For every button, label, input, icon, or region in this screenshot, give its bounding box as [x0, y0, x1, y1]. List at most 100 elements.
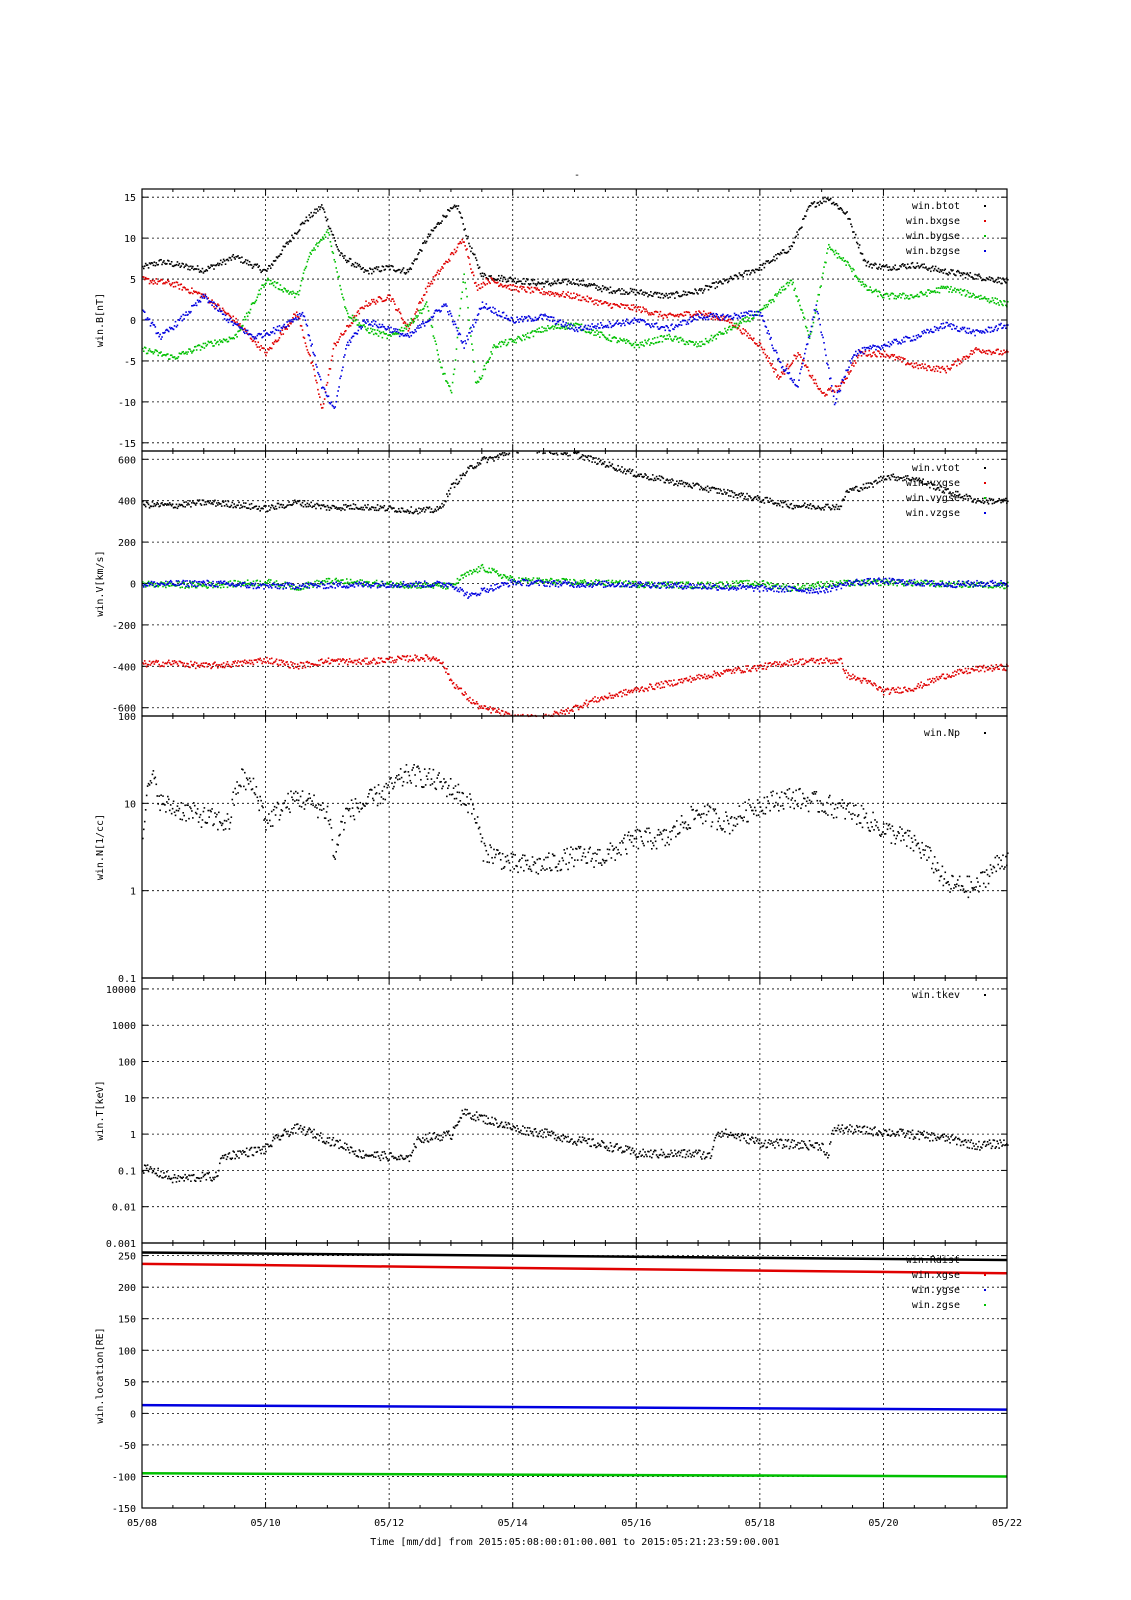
- data-point: [425, 321, 428, 324]
- data-point: [204, 294, 207, 297]
- data-point: [581, 296, 584, 299]
- data-point: [437, 309, 439, 312]
- data-point: [564, 296, 566, 298]
- data-point: [156, 501, 159, 504]
- data-point: [897, 296, 899, 299]
- data-point: [385, 328, 388, 331]
- data-point: [332, 660, 335, 662]
- data-point: [611, 463, 614, 465]
- data-point: [471, 247, 473, 249]
- data-point: [658, 328, 661, 330]
- data-point: [929, 486, 931, 489]
- data-point: [634, 293, 637, 296]
- data-point: [752, 269, 754, 271]
- data-point: [227, 500, 230, 503]
- data-point: [148, 318, 151, 320]
- data-point: [982, 278, 985, 281]
- data-point: [165, 503, 167, 505]
- data-point: [841, 209, 844, 211]
- data-point: [358, 312, 361, 315]
- data-point: [908, 337, 911, 339]
- data-point: [580, 455, 583, 458]
- data-point: [221, 500, 224, 503]
- data-point: [431, 511, 434, 513]
- data-point: [410, 334, 413, 337]
- data-point: [710, 487, 713, 489]
- data-point: [511, 340, 514, 343]
- data-point: [432, 335, 435, 337]
- data-point: [226, 258, 229, 261]
- data-point: [972, 350, 974, 352]
- data-point: [251, 340, 254, 343]
- data-point: [305, 323, 308, 326]
- data-point: [244, 259, 247, 261]
- data-point: [907, 266, 910, 269]
- data-point: [489, 356, 491, 359]
- data-point: [202, 272, 205, 274]
- data-point: [251, 661, 254, 664]
- data-point: [371, 268, 374, 271]
- data-point: [821, 334, 823, 336]
- data-point: [722, 282, 724, 285]
- data-point: [144, 262, 147, 265]
- data-point: [854, 274, 857, 277]
- data-point: [903, 336, 905, 339]
- data-point: [218, 308, 221, 310]
- data-point: [372, 270, 375, 273]
- data-point: [810, 325, 813, 328]
- data-point: [700, 312, 702, 315]
- data-point: [864, 350, 867, 353]
- data-point: [460, 477, 463, 480]
- data-point: [714, 488, 717, 490]
- data-point: [989, 331, 992, 333]
- data-point: [587, 331, 590, 334]
- data-point: [270, 263, 273, 265]
- data-point: [288, 501, 290, 503]
- data-point: [301, 277, 304, 279]
- data-point: [336, 246, 338, 248]
- data-point: [523, 318, 525, 321]
- data-point: [321, 207, 324, 209]
- data-point: [781, 506, 784, 508]
- data-point: [968, 355, 971, 358]
- data-point: [533, 330, 536, 332]
- data-point: [640, 311, 643, 314]
- data-point: [576, 294, 579, 297]
- data-point: [184, 506, 186, 508]
- data-point: [1003, 324, 1005, 327]
- data-point: [697, 313, 699, 316]
- data-point: [691, 340, 694, 343]
- data-point: [750, 310, 752, 312]
- data-point: [634, 341, 637, 344]
- data-point: [216, 305, 218, 308]
- data-point: [737, 314, 740, 317]
- data-point: [701, 489, 704, 491]
- data-point: [593, 303, 595, 306]
- data-point: [562, 321, 565, 323]
- data-point: [249, 308, 252, 311]
- data-point: [264, 334, 266, 337]
- data-point: [692, 314, 694, 317]
- data-point: [239, 327, 241, 329]
- data-point: [444, 667, 446, 670]
- data-point: [178, 503, 181, 506]
- data-point: [192, 292, 194, 295]
- data-point: [960, 294, 963, 296]
- data-point: [920, 290, 923, 293]
- data-point: [320, 504, 323, 506]
- data-point: [694, 484, 696, 486]
- data-point: [346, 341, 349, 344]
- data-point: [379, 332, 382, 335]
- data-point: [472, 252, 474, 255]
- data-point: [710, 313, 713, 315]
- data-point: [224, 314, 227, 317]
- data-point: [227, 312, 230, 315]
- data-point: [485, 362, 488, 365]
- data-point: [839, 389, 842, 392]
- data-point: [407, 329, 410, 332]
- data-point: [920, 481, 923, 484]
- data-point: [451, 381, 454, 384]
- data-point: [268, 334, 270, 336]
- data-point: [657, 478, 660, 480]
- data-point: [335, 344, 337, 347]
